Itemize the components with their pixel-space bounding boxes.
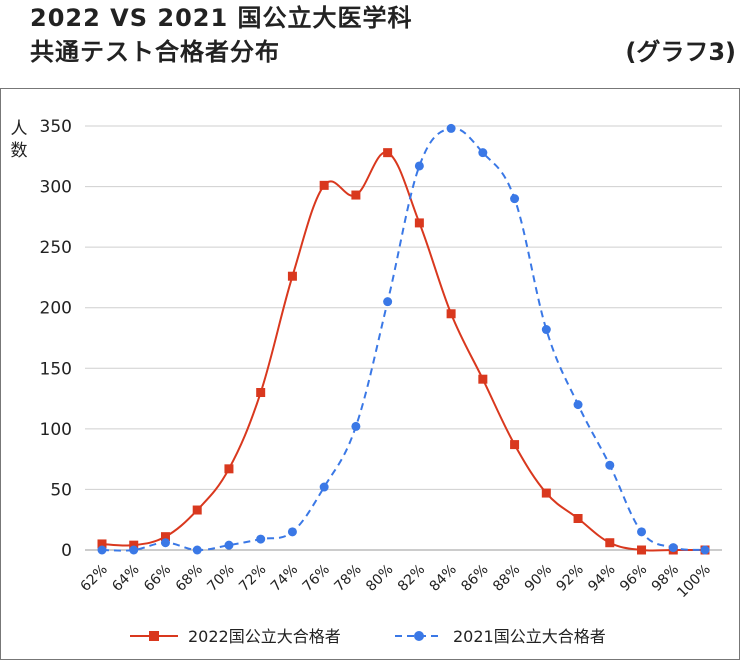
data-point-circle (573, 400, 583, 410)
data-point-square (256, 388, 266, 398)
data-point-square (478, 374, 488, 384)
y-tick-label: 300 (40, 178, 72, 198)
data-point-square (541, 488, 551, 498)
x-tick-label: 92% (554, 562, 587, 595)
x-tick-label: 94% (585, 562, 618, 595)
chart-title: 2022 VS 2021 国公立大医学科 (30, 4, 413, 32)
data-point-square (97, 539, 107, 549)
x-tick-label: 78% (331, 562, 364, 595)
data-point-square (129, 540, 139, 550)
data-point-circle (287, 527, 297, 537)
data-point-square (160, 532, 170, 542)
y-axis-label: 数 (11, 141, 28, 161)
data-point-square (637, 545, 647, 555)
x-tick-label: 64% (109, 562, 142, 595)
x-tick-label: 100% (674, 562, 714, 602)
data-point-circle (637, 527, 647, 537)
x-tick-label: 80% (363, 562, 396, 595)
data-point-square (351, 190, 361, 200)
data-point-circle (192, 545, 202, 555)
y-tick-label: 250 (40, 238, 72, 258)
x-tick-label: 76% (300, 562, 333, 595)
legend-marker-square (149, 631, 159, 641)
data-point-square (192, 505, 202, 515)
data-point-square (414, 218, 424, 228)
series-line-1 (101, 151, 705, 552)
data-point-circle (700, 545, 710, 555)
data-point-circle (224, 540, 234, 550)
data-point-circle (383, 297, 393, 307)
x-tick-label: 82% (395, 562, 428, 595)
data-point-square (605, 538, 615, 548)
graph-number-tag: (グラフ3) (625, 38, 736, 66)
data-point-circle (446, 123, 456, 133)
x-tick-label: 72% (236, 562, 269, 595)
data-point-square (287, 271, 297, 281)
x-tick-label: 84% (427, 562, 460, 595)
data-point-circle (605, 460, 615, 470)
x-tick-label: 62% (78, 562, 111, 595)
data-point-circle (319, 482, 329, 492)
x-tick-label: 74% (268, 562, 301, 595)
y-tick-label: 150 (40, 359, 72, 379)
data-point-square (383, 148, 393, 158)
legend-label-2: 2021国公立大合格者 (453, 627, 606, 646)
y-tick-label: 50 (50, 480, 72, 500)
data-point-circle (129, 545, 139, 555)
data-point-square (319, 180, 329, 190)
y-tick-label: 100 (40, 420, 72, 440)
data-point-circle (97, 545, 107, 555)
data-point-circle (256, 534, 266, 544)
x-tick-label: 68% (173, 562, 206, 595)
y-tick-label: 200 (40, 299, 72, 319)
data-point-circle (160, 538, 170, 548)
x-tick-label: 86% (458, 562, 491, 595)
legend-marker-circle (414, 631, 424, 641)
y-tick-label: 350 (40, 117, 72, 137)
y-axis-label: 人 (11, 119, 28, 139)
legend-label-1: 2022国公立大合格者 (188, 627, 341, 646)
x-tick-label: 96% (617, 562, 650, 595)
series-line-2 (101, 127, 706, 552)
chart-subtitle: 共通テスト合格者分布 (30, 38, 280, 66)
x-tick-label: 90% (522, 562, 555, 595)
data-point-circle (541, 325, 551, 335)
data-point-square (573, 514, 583, 524)
data-point-square (224, 464, 234, 474)
data-point-circle (351, 421, 361, 431)
x-tick-label: 66% (141, 562, 174, 595)
y-tick-label: 0 (61, 541, 72, 561)
x-tick-label: 88% (490, 562, 523, 595)
data-point-square (510, 440, 520, 450)
x-tick-label: 70% (204, 562, 237, 595)
data-point-circle (668, 543, 678, 553)
data-point-circle (510, 194, 520, 204)
chart-frame (0, 88, 740, 660)
data-point-circle (414, 161, 424, 171)
data-point-circle (478, 148, 488, 158)
data-point-square (446, 309, 456, 319)
